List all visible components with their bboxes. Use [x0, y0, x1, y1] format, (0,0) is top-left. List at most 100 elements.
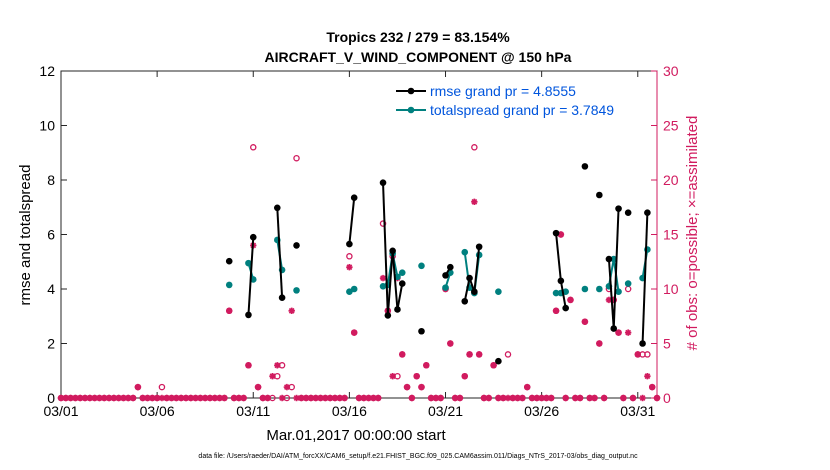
obs-assimilated-point: [629, 394, 637, 402]
obs-assimilated-point: [226, 307, 233, 314]
obs-assimilated-point: [326, 394, 334, 402]
obs-assimilated-point: [620, 394, 627, 402]
left-y-axis-label: rmse and totalspread: [17, 165, 34, 306]
rmse-point: [495, 357, 502, 365]
rmse-point: [562, 304, 569, 312]
obs-assimilated-point: [375, 394, 382, 402]
obs-assimilated-point: [437, 394, 444, 402]
rmse-point: [418, 327, 425, 335]
x-tick-label: 03/16: [332, 403, 367, 419]
obs-possible-point: [471, 144, 478, 151]
totalspread-point: [225, 281, 233, 289]
obs-assimilated-point: [302, 394, 310, 402]
right-y-tick-label: 15: [663, 227, 679, 243]
obs-assimilated-point: [269, 373, 276, 380]
x-tick-label: 03/31: [620, 403, 655, 419]
obs-assimilated-point: [475, 351, 483, 358]
totalspread-point: [581, 285, 589, 293]
left-y-tick-label: 4: [47, 281, 55, 297]
rmse-point: [644, 209, 651, 216]
rmse-segment: [473, 246, 481, 292]
rmse-point: [624, 209, 632, 216]
legend-marker-spread: [407, 106, 415, 114]
totalspread-point: [624, 280, 632, 287]
obs-assimilated-point: [519, 394, 526, 402]
obs-assimilated-point: [134, 383, 142, 391]
rmse-segment: [463, 277, 471, 302]
obs-assimilated-point: [245, 362, 252, 369]
totalspread-point: [610, 255, 618, 263]
totalspread-point: [552, 289, 560, 297]
obs-assimilated-point: [466, 351, 473, 358]
rmse-point: [557, 277, 565, 285]
obs-assimilated-point: [129, 394, 137, 402]
obs-assimilated-point: [91, 394, 98, 402]
obs-assimilated-point: [447, 340, 454, 347]
totalspread-point: [245, 259, 252, 267]
totalspread-point: [442, 284, 449, 291]
obs-assimilated-point: [567, 296, 574, 304]
rmse-segment: [391, 250, 399, 310]
totalspread-point: [398, 269, 406, 276]
rmse-point: [475, 243, 483, 251]
obs-assimilated-point: [600, 394, 608, 402]
obs-possible-point: [250, 144, 257, 151]
obs-assimilated-point: [264, 394, 271, 402]
obs-assimilated-point: [101, 394, 108, 402]
obs-possible-point: [346, 253, 353, 260]
obs-possible-point: [644, 351, 651, 358]
obs-assimilated-point: [163, 394, 170, 402]
rmse-segment: [247, 237, 255, 315]
obs-assimilated-point: [399, 351, 406, 358]
obs-assimilated-point: [408, 394, 416, 402]
left-y-tick-label: 12: [39, 63, 55, 79]
obs-assimilated-point: [581, 318, 589, 325]
obs-possible-point: [293, 154, 300, 162]
totalspread-point: [615, 288, 622, 296]
obs-assimilated-point: [524, 383, 531, 391]
rmse-point: [384, 312, 392, 319]
obs-assimilated-point: [355, 394, 363, 402]
right-y-axis-label: # of obs: o=possible; ×=assimilated: [684, 116, 701, 351]
rmse-point: [466, 274, 473, 282]
rmse-point: [552, 229, 560, 237]
obs-assimilated-point: [182, 394, 190, 402]
obs-assimilated-point: [413, 373, 420, 380]
rmse-point: [245, 311, 252, 319]
obs-assimilated-point: [653, 394, 661, 402]
left-y-tick-label: 6: [47, 227, 55, 243]
obs-assimilated-point: [370, 394, 377, 402]
rmse-point: [581, 163, 589, 170]
rmse-segment: [612, 208, 620, 329]
totalspread-point: [346, 288, 353, 296]
right-y-tick-label: 5: [663, 336, 671, 352]
totalspread-point: [596, 285, 603, 293]
totalspread-point: [350, 285, 358, 293]
obs-assimilated-point: [543, 394, 550, 402]
obs-assimilated-point: [615, 329, 622, 336]
legend: rmse grand pr = 4.8555 totalspread grand …: [390, 80, 652, 120]
rmse-segment: [276, 207, 284, 298]
obs-assimilated-point: [471, 198, 478, 205]
x-tick-label: 03/01: [43, 403, 78, 419]
obs-assimilated-point: [490, 362, 497, 369]
obs-assimilated-point: [562, 394, 569, 402]
rmse-point: [278, 294, 286, 302]
obs-possible-point: [158, 383, 166, 391]
rmse-point: [605, 255, 613, 263]
obs-assimilated-point: [293, 394, 300, 402]
obs-assimilated-point: [153, 394, 161, 402]
obs-assimilated-point: [307, 394, 315, 402]
right-y-tick-label: 10: [663, 281, 679, 297]
left-y-tick-label: 10: [39, 118, 55, 134]
obs-assimilated-point: [274, 362, 281, 369]
totalspread-point: [293, 287, 300, 294]
plot-area: [60, 70, 658, 399]
obs-assimilated-point: [648, 383, 656, 391]
obs-assimilated-point: [423, 362, 430, 369]
obs-assimilated-point: [418, 383, 425, 391]
rmse-point: [442, 272, 449, 279]
obs-assimilated-point: [288, 307, 295, 314]
chart-title-line1: Tropics 232 / 279 = 83.154%: [326, 29, 510, 45]
obs-assimilated-point: [120, 394, 127, 402]
